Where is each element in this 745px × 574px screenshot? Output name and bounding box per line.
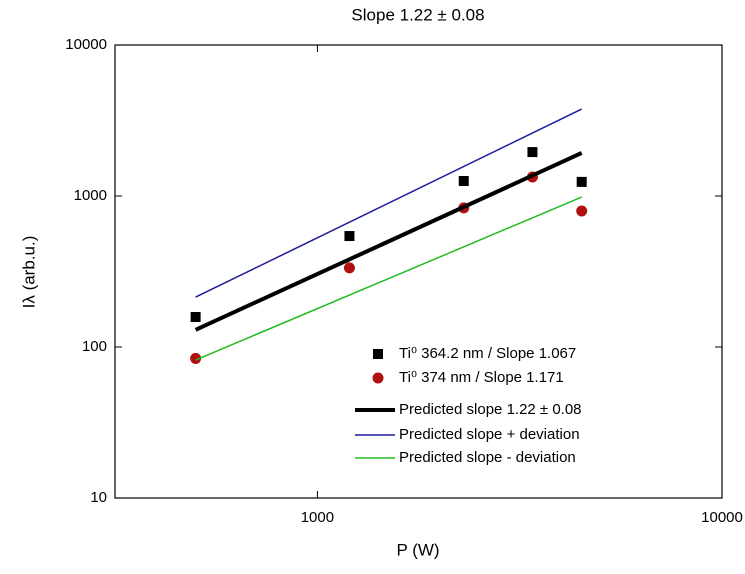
y-tick-label: 10000 <box>65 36 107 53</box>
y-tick-label: 1000 <box>74 187 107 204</box>
circle-marker <box>576 205 588 217</box>
legend-label: Predicted slope + deviation <box>399 426 580 443</box>
square-marker <box>576 176 587 187</box>
circle-marker <box>190 352 202 364</box>
fit-line <box>195 196 582 361</box>
chart-title: Slope 1.22 ± 0.08 <box>351 5 484 24</box>
legend-label: Ti⁰ 374 nm / Slope 1.171 <box>399 369 564 386</box>
y-tick-label: 100 <box>82 338 107 355</box>
fit-line <box>194 151 583 332</box>
legend-label: Predicted slope 1.22 ± 0.08 <box>399 401 582 418</box>
x-tick-label: 1000 <box>301 509 334 526</box>
fit-line <box>195 108 583 298</box>
plot-frame <box>114 44 723 499</box>
square-marker <box>344 231 355 242</box>
square-marker <box>527 147 538 158</box>
circle-marker <box>343 262 355 274</box>
legend-label: Ti⁰ 364.2 nm / Slope 1.067 <box>399 345 576 362</box>
square-marker <box>458 176 469 187</box>
legend-label: Predicted slope - deviation <box>399 449 576 466</box>
x-axis-label: P (W) <box>396 540 439 559</box>
legend-swatch <box>373 349 383 359</box>
y-axis-label: Iλ (arb.u.) <box>19 236 38 309</box>
square-marker <box>190 312 201 323</box>
x-tick-label: 10000 <box>701 509 743 526</box>
legend-swatch <box>372 372 384 384</box>
y-tick-label: 10 <box>90 489 107 506</box>
